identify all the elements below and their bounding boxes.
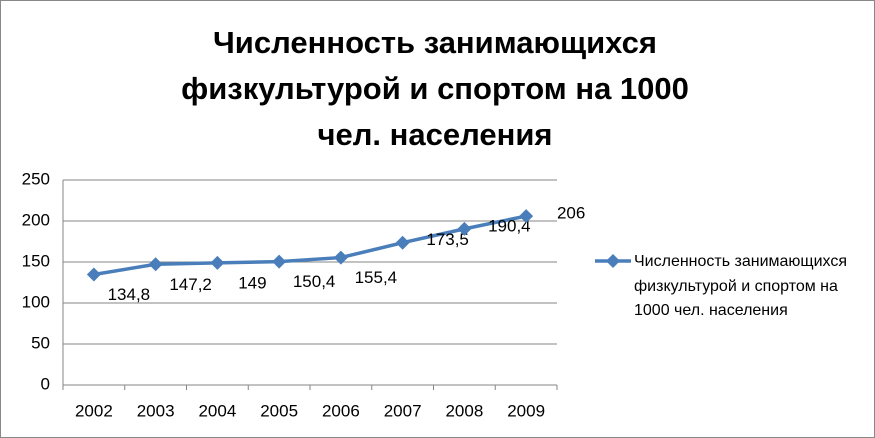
data-point (148, 257, 163, 272)
data-point (210, 255, 225, 270)
x-tick-label: 2008 (445, 401, 483, 420)
data-point (86, 267, 101, 282)
data-point (333, 250, 348, 265)
legend-marker (606, 254, 620, 268)
y-tick-label: 250 (22, 169, 50, 188)
x-tick-label: 2007 (384, 401, 422, 420)
x-tick-label: 2004 (198, 401, 236, 420)
data-label: 206 (557, 204, 585, 223)
y-tick-label: 100 (22, 292, 50, 311)
data-label: 190,4 (488, 216, 531, 235)
y-tick-label: 200 (22, 210, 50, 229)
data-point (457, 221, 472, 236)
data-point (272, 254, 287, 269)
data-label: 173,5 (426, 230, 469, 249)
x-tick-label: 2005 (260, 401, 298, 420)
series-line (93, 214, 527, 277)
data-label: 134,8 (108, 285, 151, 304)
x-tick-label: 2009 (507, 401, 545, 420)
x-tick-label: 2002 (75, 401, 113, 420)
y-tick-label: 150 (22, 251, 50, 270)
x-tick-label: 2003 (137, 401, 175, 420)
chart-title: Численность занимающихся физкультурой и … (181, 25, 689, 152)
data-label: 147,2 (169, 275, 212, 294)
y-tick-label: 50 (31, 333, 50, 352)
data-point (519, 209, 534, 224)
data-label: 149 (238, 273, 266, 292)
data-point (395, 235, 410, 250)
legend-label: Численность занимающихся физкультурой и … (634, 253, 848, 319)
data-label: 155,4 (355, 268, 398, 287)
data-label: 150,4 (293, 272, 336, 291)
y-tick-label: 0 (41, 374, 50, 393)
x-tick-label: 2006 (322, 401, 360, 420)
